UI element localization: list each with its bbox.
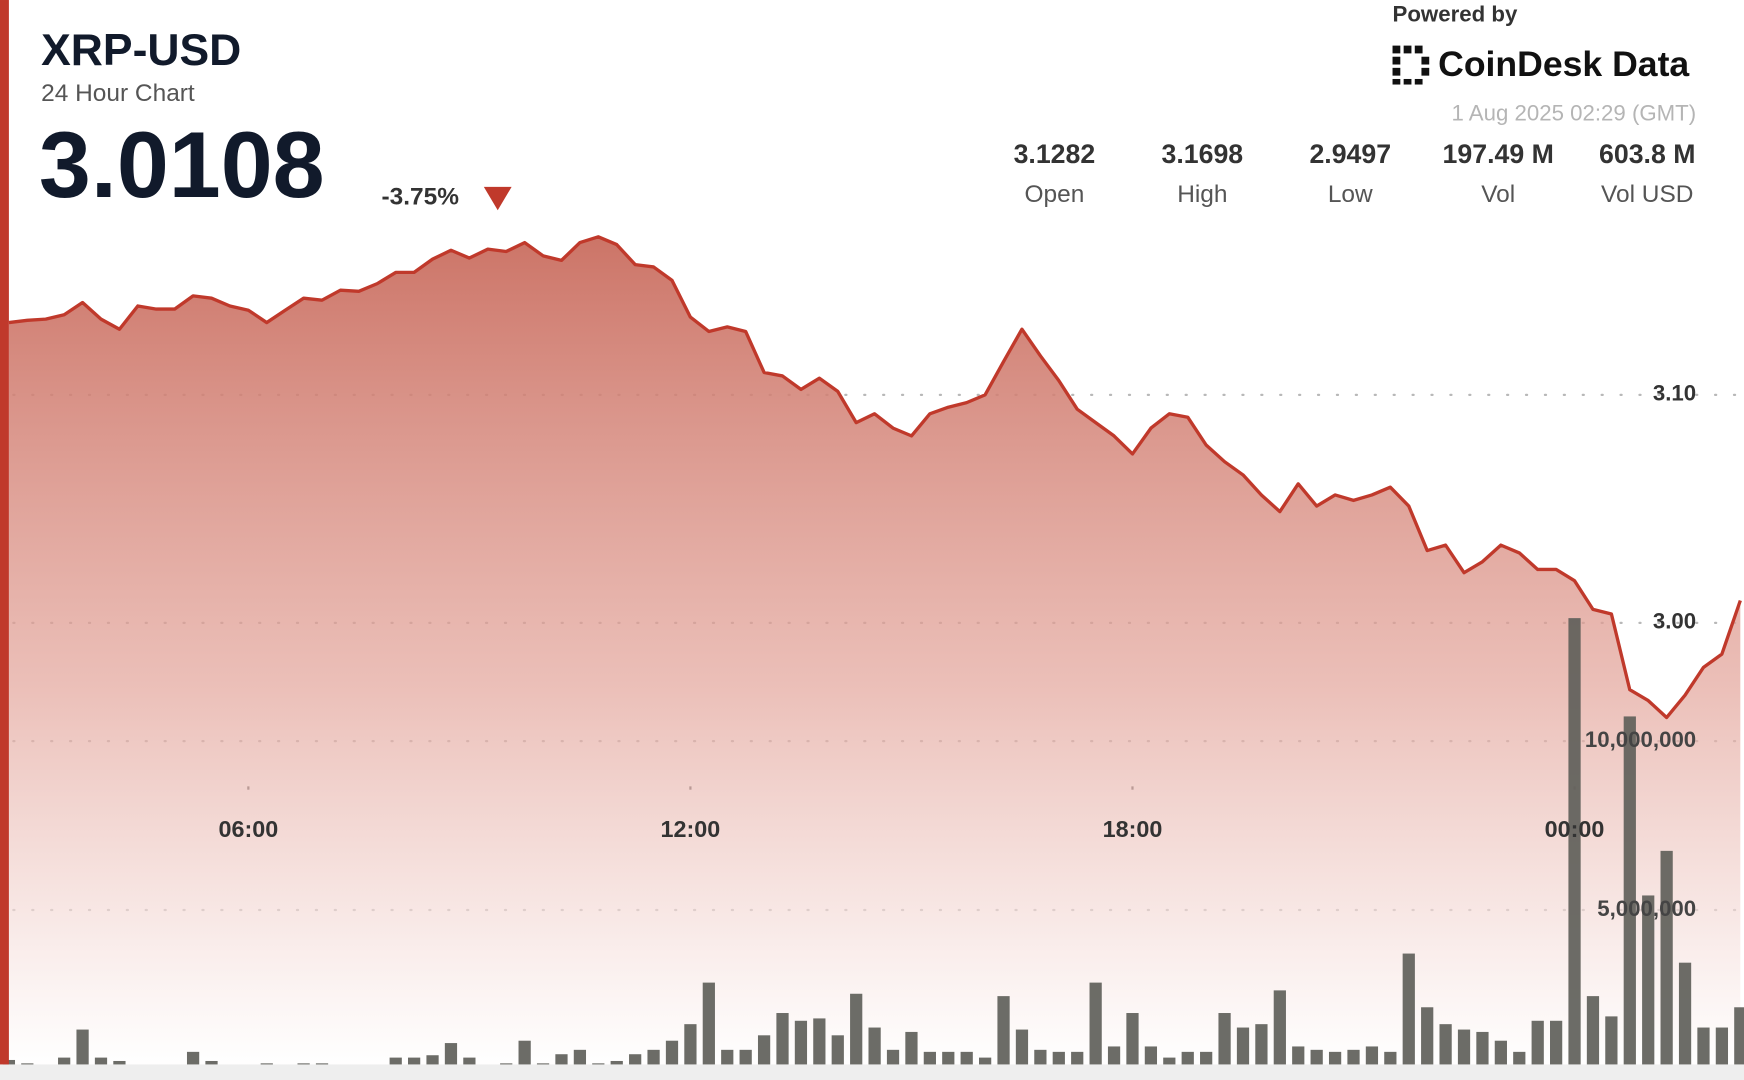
bottom-strip [0, 1064, 1744, 1080]
volume-bar [1642, 895, 1655, 1079]
volume-bar [1678, 962, 1692, 1079]
x-tick-label: 06:00 [218, 816, 278, 842]
chart-subtitle: 24 Hour Chart [41, 80, 195, 107]
y2-tick-label: 5,000,000 [1597, 896, 1696, 921]
volume-bar [1089, 982, 1102, 1079]
brand-name: CoinDesk Data [1438, 44, 1690, 84]
y2-tick-label: 10,000,000 [1585, 727, 1696, 752]
volume-bar [1660, 850, 1673, 1079]
price-area [8, 236, 1741, 1079]
stat-value: 2.9497 [1309, 139, 1391, 169]
down-arrow [483, 186, 512, 211]
volume-bar [1273, 990, 1286, 1079]
volume-bar [1623, 716, 1636, 1079]
stat-value: 603.8 M [1599, 139, 1695, 169]
stats: 3.1282 Open 3.1698 High 2.9497 Low 197.49 M Vol… [1014, 139, 1696, 208]
stat-label: Low [1328, 181, 1373, 208]
stat-value: 197.49 M [1443, 139, 1554, 169]
stat-label: Vol [1481, 181, 1515, 208]
stat-label: Vol USD [1601, 181, 1693, 208]
volume-bar [794, 1020, 808, 1079]
volume-bar [1218, 1013, 1231, 1079]
volume-bar [776, 1013, 789, 1079]
accent-bar [0, 0, 9, 1065]
volume-bar [1734, 1007, 1744, 1079]
x-tick-label: 12:00 [661, 816, 721, 842]
stat-value: 3.1698 [1162, 139, 1244, 169]
volume-bar [1605, 1016, 1618, 1079]
y-tick-label: 3.00 [1653, 609, 1696, 634]
tick-labels: 3.00 3.10 5,000,000 10,000,000 06:00 12:00 18:… [218, 381, 1696, 921]
price-change: -3.75% [382, 183, 460, 210]
volume-bar [813, 1018, 826, 1079]
chart-title: XRP-USD [41, 26, 241, 75]
volume-bar [1421, 1007, 1434, 1079]
volume-bar [1126, 1013, 1139, 1079]
volume-bar [850, 993, 863, 1079]
volume-bar [1568, 618, 1581, 1079]
volume-bar [702, 982, 715, 1079]
price-line [8, 235, 1742, 720]
stat-value: 3.1282 [1014, 139, 1096, 169]
volume-bar [1531, 1020, 1544, 1079]
stat-label: Open [1024, 181, 1084, 208]
volume-bar [997, 996, 1010, 1079]
y-tick-label: 3.10 [1653, 381, 1696, 406]
powered-by: Powered by [1393, 1, 1518, 26]
x-tick-label: 18:00 [1103, 816, 1163, 842]
stat-label: High [1177, 181, 1227, 208]
volume-bar [1550, 1020, 1563, 1079]
x-tick-label: 00:00 [1545, 816, 1605, 842]
volume-bar [1586, 996, 1600, 1079]
timestamp: 1 Aug 2025 02:29 (GMT) [1451, 100, 1696, 125]
volume-bar [1402, 953, 1415, 1079]
brand-logo [1392, 45, 1430, 85]
current-price: 3.0108 [39, 112, 325, 217]
